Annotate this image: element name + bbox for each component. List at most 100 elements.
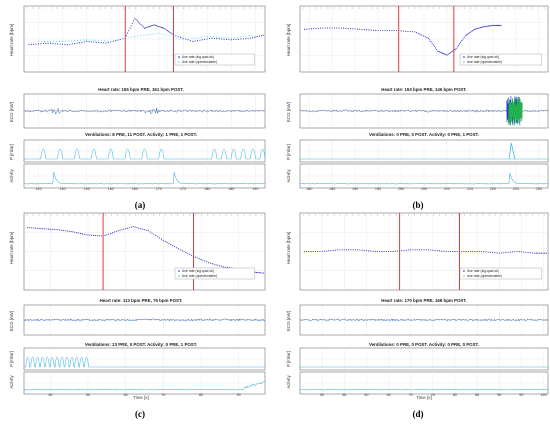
ecg-beat-marker (416, 110, 418, 111)
rate-point (81, 233, 83, 235)
ecg-beat-marker (164, 110, 165, 111)
ecg-beat-marker (252, 319, 254, 320)
rate-point (158, 26, 160, 28)
rate-point (317, 27, 319, 29)
rate-point (421, 249, 423, 251)
ecg-beat-marker (99, 319, 101, 320)
ecg-beat-marker (172, 110, 173, 111)
legend-box (459, 267, 543, 280)
ecg-beat-marker (367, 110, 368, 111)
ecg-beat-marker (177, 110, 179, 111)
rate-point (168, 30, 170, 33)
ecg-beat-marker (102, 110, 104, 111)
rate-point (175, 35, 177, 37)
legend-entry: Ave rate (questionable) (467, 60, 502, 64)
ecg-beat-marker (529, 319, 531, 320)
legend-swatch (178, 56, 180, 58)
ecg-beat-marker (518, 319, 520, 320)
rate-point (393, 30, 395, 32)
ecg-beat-marker (207, 319, 208, 320)
rate-marker (482, 214, 484, 216)
pressure-label: P [mbar] (286, 144, 291, 160)
rate-point (486, 25, 488, 27)
rate-point (448, 52, 450, 55)
ecg-beat-marker (303, 110, 305, 111)
rate-point (207, 262, 210, 264)
ecg-beat-marker (81, 319, 82, 320)
rate-point (78, 232, 80, 234)
rate-point (206, 261, 208, 263)
rate-point (440, 52, 442, 54)
ecg-beat-marker (24, 110, 26, 111)
rate-point (472, 29, 474, 31)
rate-point (262, 34, 264, 36)
rate-marker (414, 7, 416, 9)
rate-point (485, 25, 487, 27)
rate-point (49, 42, 52, 44)
rate-point (430, 249, 432, 251)
rate-point (461, 40, 463, 42)
rate-point (343, 249, 345, 251)
ecg-beat-marker (538, 319, 539, 320)
ecg-beat-marker (27, 110, 29, 111)
rate-point (345, 249, 348, 251)
rate-point (396, 250, 398, 252)
ecg-trace (299, 318, 549, 322)
ecg-beat-marker (225, 319, 227, 320)
rate-point (534, 252, 536, 254)
rate-point (337, 249, 339, 251)
rate-point (359, 28, 361, 30)
ecg-ylabel: ECG [mV] (9, 311, 14, 331)
rate-marker (395, 214, 397, 216)
rate-point (531, 252, 534, 254)
rate-point (310, 28, 313, 30)
ecg-beat-marker (41, 319, 42, 320)
rate-point (72, 231, 74, 233)
ecg-beat-marker (161, 319, 163, 320)
rate-point (328, 250, 330, 252)
rate-point (391, 30, 393, 32)
ecg-beat-marker (372, 319, 374, 320)
ecg-beat-marker (394, 319, 396, 320)
rate-marker (333, 214, 335, 216)
ecg-beat-marker (391, 110, 393, 111)
ecg-beat-marker (444, 110, 446, 111)
ecg-beat-marker (358, 319, 360, 320)
ecg-beat-marker (447, 110, 448, 111)
rate-point (412, 249, 414, 251)
rate-point (257, 272, 259, 274)
rate-point (37, 43, 40, 45)
ecg-beat-marker (180, 319, 181, 320)
rate-point (465, 250, 467, 253)
ecg-beat-marker (383, 319, 385, 320)
rate-marker (327, 214, 329, 216)
rate-point (388, 250, 390, 253)
rate-marker (62, 7, 64, 9)
rate-marker (261, 214, 263, 216)
ecg-beat-marker (369, 110, 371, 111)
rate-point (98, 41, 100, 44)
rate-point (230, 37, 232, 39)
ecg-beat-marker (212, 110, 214, 111)
rate-point (216, 38, 218, 40)
rate-point (74, 231, 76, 233)
rate-point (134, 226, 136, 228)
rate-point (495, 24, 497, 27)
rate-point (512, 251, 514, 253)
rate-marker (171, 214, 173, 216)
rate-marker (86, 7, 88, 9)
ecg-beat-marker (504, 319, 506, 320)
rate-point (152, 33, 154, 35)
ecg-beat-marker (105, 110, 107, 111)
rate-point (400, 30, 402, 32)
rate-point (117, 230, 119, 232)
rate-point (170, 35, 172, 38)
ecg-beat-marker (471, 110, 473, 111)
ecg-beat-marker (67, 319, 69, 320)
ecg-beat-marker (538, 110, 539, 111)
ecg-beat-marker (204, 110, 206, 111)
ecg-beat-marker (257, 319, 259, 320)
rate-point (154, 24, 156, 26)
rate-point (481, 250, 483, 253)
ecg-beat-marker (156, 110, 157, 111)
